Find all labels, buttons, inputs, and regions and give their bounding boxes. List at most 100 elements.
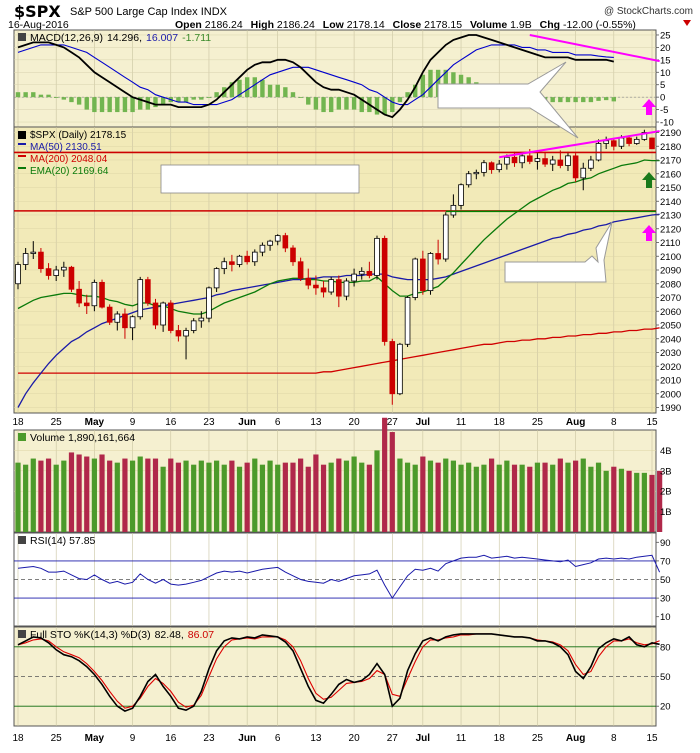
- macd-histogram-bar: [244, 77, 250, 98]
- price-legend-entry: MA(200) 2048.04: [30, 154, 108, 165]
- stoch-axis-tick-label: 50: [660, 672, 671, 683]
- volume-bar: [550, 464, 556, 532]
- close-label: Close: [393, 19, 422, 31]
- candlestick: [244, 255, 250, 263]
- volume-bar: [351, 456, 357, 532]
- macd-axis-tick-label: -5: [660, 105, 668, 116]
- candlestick: [366, 270, 373, 276]
- x-tick-label: Aug: [566, 733, 585, 744]
- volume-bar: [38, 460, 44, 532]
- macd-histogram-bar: [76, 97, 82, 105]
- candlestick: [534, 158, 541, 162]
- candlestick: [297, 261, 304, 279]
- volume-bar: [488, 458, 495, 532]
- x-tick-label: 16: [165, 417, 177, 428]
- macd-histogram-bar: [115, 97, 120, 113]
- candlestick: [175, 330, 182, 337]
- macd-histogram-bar: [588, 97, 594, 103]
- macd-legend-hist: -1.711: [182, 32, 211, 44]
- macd-histogram-bar: [176, 97, 181, 103]
- rsi-legend: RSI(14) 57.85: [30, 535, 96, 547]
- neg-divergence-callout: [437, 61, 579, 139]
- x-tick-label: 18: [12, 417, 24, 428]
- volume-bar: [259, 464, 266, 532]
- price-axis-tick-label: 2170: [660, 156, 681, 167]
- copyright-notice: @ StockCharts.com: [604, 6, 693, 17]
- volume-bar: [504, 460, 510, 532]
- change-label: Chg: [540, 19, 560, 31]
- price-legend-swatch: [18, 143, 26, 145]
- x-tick-label: 8: [611, 417, 617, 428]
- candlestick: [38, 251, 44, 270]
- macd-histogram-bar: [420, 74, 426, 98]
- macd-histogram-bar: [53, 97, 59, 98]
- candlestick: [504, 156, 510, 165]
- macd-histogram-bar: [31, 92, 36, 98]
- security-full-name: S&P 500 Large Cap Index: [70, 6, 198, 18]
- candlestick: [61, 266, 67, 271]
- volume-bar: [580, 458, 586, 532]
- volume-bar: [603, 470, 609, 532]
- x-tick-label: 18: [494, 733, 506, 744]
- volume-bar: [107, 460, 113, 532]
- volume-bar: [412, 464, 418, 532]
- macd-histogram-bar: [603, 97, 609, 101]
- price-axis-tick-label: 2190: [660, 128, 681, 139]
- candlestick: [389, 341, 396, 395]
- volume-bar: [30, 458, 36, 532]
- exchange-code: INDX: [201, 6, 228, 18]
- volume-bar: [527, 466, 533, 532]
- x-tick-label: 18: [494, 417, 506, 428]
- price-axis-tick-label: 2150: [660, 183, 681, 194]
- volume-bar: [84, 456, 90, 532]
- volume-bar: [328, 462, 334, 532]
- candlestick: [572, 155, 579, 179]
- change-value: -12.00 (-0.55%): [563, 19, 636, 31]
- volume-bar: [198, 460, 204, 532]
- stoch-legend: Full STO %K(14,3) %D(3) 82.48, 86.07: [30, 629, 214, 641]
- volume-bar: [649, 474, 655, 532]
- rsi-line: [17, 554, 661, 600]
- macd-legend: MACD(12,26,9) 14.296, 16.007 -1.711: [30, 32, 211, 44]
- chart-title-box-frame: [160, 164, 360, 194]
- price-axis-tick-label: 2030: [660, 348, 681, 359]
- x-tick-label: Aug: [566, 417, 585, 428]
- candlestick: [496, 163, 503, 171]
- volume-bar: [206, 462, 212, 532]
- candlestick: [343, 280, 350, 297]
- volume-bar: [557, 458, 563, 532]
- macd-histogram-bar: [336, 97, 342, 110]
- x-tick-label: Jul: [416, 417, 431, 428]
- macd-histogram-bar: [428, 69, 433, 98]
- macd-histogram-bar: [183, 97, 189, 103]
- candlestick: [198, 317, 205, 322]
- stoch-legend-label: Full STO %K(14,3) %D(3): [30, 629, 151, 641]
- rsi-panel: 90 70 50 30 10 RSI(14) 57.85: [13, 532, 671, 627]
- volume-bar: [435, 462, 441, 532]
- candlestick: [351, 273, 357, 282]
- candlestick: [320, 287, 327, 293]
- macd-histogram-bar: [313, 97, 319, 110]
- stoch-axis-tick-label: 20: [660, 702, 671, 713]
- candlestick: [473, 171, 480, 175]
- macd-signal-line: [17, 44, 614, 106]
- volume-bar: [611, 466, 617, 532]
- volume-bar: [573, 460, 579, 532]
- macd-axis-tick-label: 15: [660, 55, 671, 66]
- volume-bar: [175, 462, 182, 532]
- price-support-callout-box: [504, 221, 613, 283]
- volume-axis-tick-label: 3B: [660, 466, 672, 477]
- volume-bar: [45, 458, 52, 532]
- macd-axis-tick-label: 20: [660, 43, 671, 54]
- volume-bar: [244, 462, 250, 532]
- volume-bar: [68, 452, 75, 532]
- volume-bar: [305, 466, 311, 532]
- macd-histogram-bar: [550, 97, 555, 103]
- volume-bar: [76, 454, 82, 532]
- volume-bar: [252, 458, 258, 532]
- macd-histogram-bar: [237, 79, 242, 98]
- candlestick: [358, 270, 365, 275]
- volume-bar: [336, 458, 342, 532]
- macd-histogram-bar: [206, 97, 212, 98]
